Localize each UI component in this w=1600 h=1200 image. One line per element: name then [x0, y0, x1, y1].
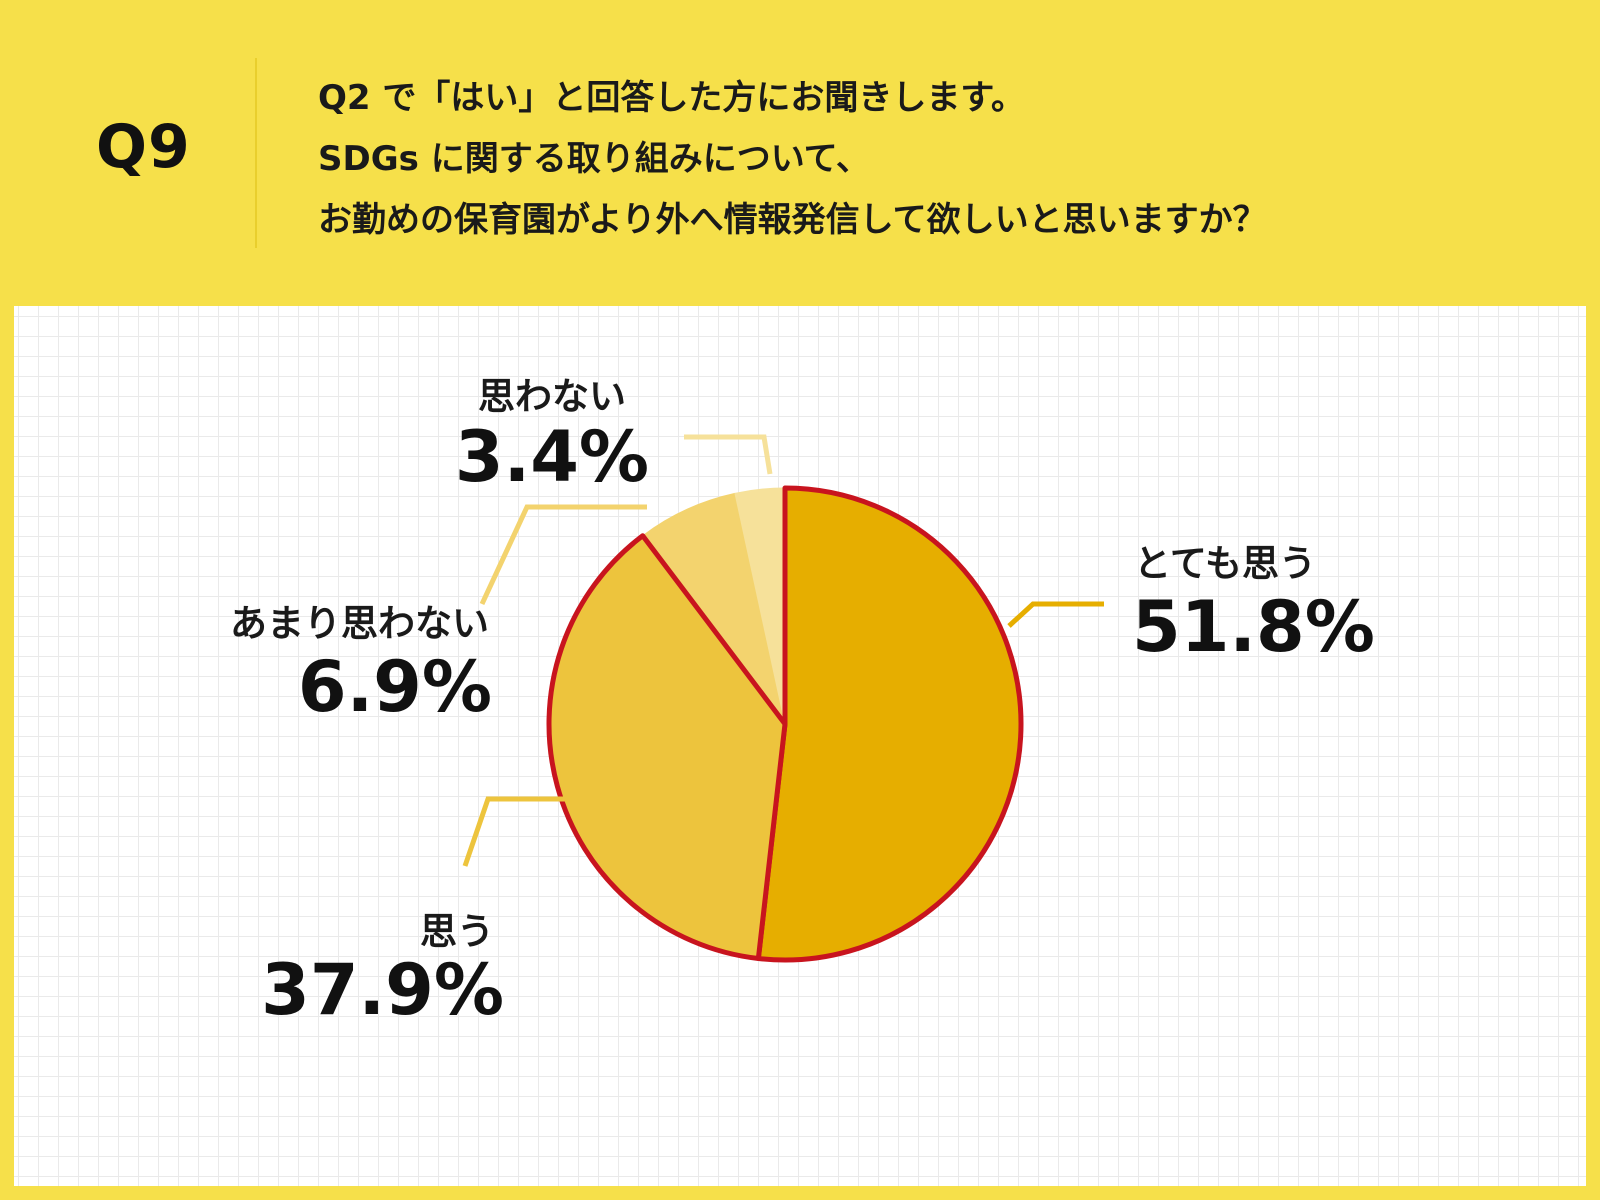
pie-slice-omou — [546, 533, 788, 961]
slice-value-omou: 37.9% — [261, 949, 504, 1031]
question-line-3: お勤めの保育園がより外へ情報発信して欲しいと思いますか？ — [318, 200, 1267, 240]
leader-line-amari-omowanai — [479, 504, 647, 606]
slice-value-amari-omowanai: 6.9% — [298, 646, 492, 728]
chart-panel: とても思う 51.8% 思う 37.9% あまり思わない 6.9% 思わない 3.4% — [14, 306, 1586, 1186]
question-text: Q2 で「はい」と回答した方にお聞きします。 SDGs に関する取り組みについて… — [318, 68, 1578, 251]
question-line-2: SDGs に関する取り組みについて、 — [318, 139, 870, 179]
question-line-1: Q2 で「はい」と回答した方にお聞きします。 — [318, 78, 1025, 118]
leader-line-omou — [462, 796, 570, 867]
pie-slice-totemo-omou — [755, 485, 1024, 963]
leader-line-omowanai — [684, 434, 773, 475]
slice-value-omowanai: 3.4% — [455, 416, 649, 498]
header-divider — [255, 58, 257, 248]
slice-label-totemo-omou: とても思う — [1134, 542, 1316, 585]
question-number: Q9 — [96, 112, 191, 182]
slice-value-totemo-omou: 51.8% — [1132, 586, 1375, 668]
slice-label-amari-omowanai: あまり思わない — [230, 602, 489, 645]
slice-label-omou: 思う — [420, 910, 494, 953]
slice-label-omowanai: 思わない — [478, 375, 626, 418]
leader-line-totemo-omou — [1007, 601, 1104, 628]
